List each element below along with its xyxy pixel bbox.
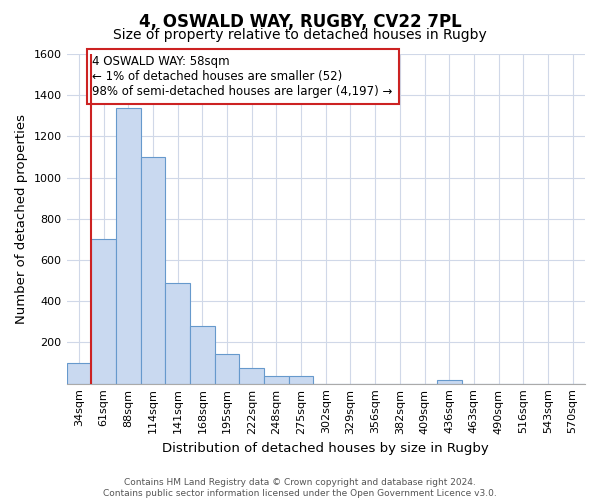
Bar [239,368,264,384]
Text: Size of property relative to detached houses in Rugby: Size of property relative to detached ho… [113,28,487,42]
Bar [140,157,165,384]
Bar [116,108,140,384]
Y-axis label: Number of detached properties: Number of detached properties [15,114,28,324]
Bar [67,363,91,384]
Bar [215,354,239,384]
Bar [289,376,313,384]
Text: Contains HM Land Registry data © Crown copyright and database right 2024.
Contai: Contains HM Land Registry data © Crown c… [103,478,497,498]
Bar [165,282,190,384]
Bar [264,376,289,384]
Bar [91,240,116,384]
Text: 4 OSWALD WAY: 58sqm
← 1% of detached houses are smaller (52)
98% of semi-detache: 4 OSWALD WAY: 58sqm ← 1% of detached hou… [92,55,393,98]
X-axis label: Distribution of detached houses by size in Rugby: Distribution of detached houses by size … [163,442,489,455]
Text: 4, OSWALD WAY, RUGBY, CV22 7PL: 4, OSWALD WAY, RUGBY, CV22 7PL [139,12,461,30]
Bar [437,380,461,384]
Bar [190,326,215,384]
